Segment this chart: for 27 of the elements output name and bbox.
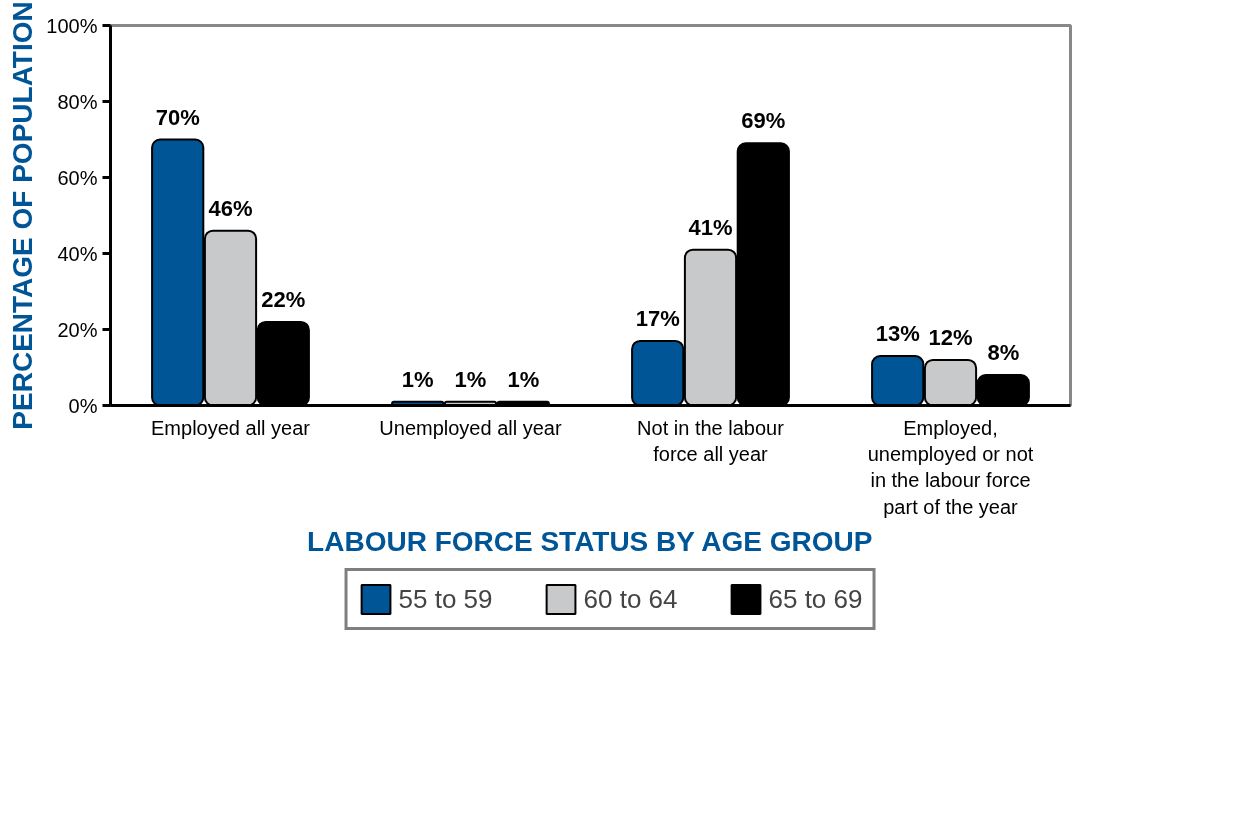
data-label: 17% — [635, 305, 680, 331]
y-tick-label: 0% — [68, 394, 98, 417]
data-label: 8% — [987, 340, 1020, 366]
legend-label: 55 to 59 — [398, 583, 493, 615]
data-label: 1% — [454, 366, 487, 392]
data-label: 1% — [507, 366, 540, 392]
data-label: 22% — [261, 286, 306, 312]
x-tick-label: Employed all year — [151, 416, 311, 439]
data-label: 69% — [741, 108, 786, 134]
y-tick-label: 100% — [46, 14, 98, 37]
data-label: 13% — [875, 321, 920, 347]
x-tick-label: Not in the labour force all year — [637, 416, 785, 465]
y-tick-label: 20% — [57, 318, 98, 341]
x-tick-label: Unemployed all year — [379, 416, 562, 439]
y-tick-label: 60% — [57, 166, 98, 189]
legend-label: 60 to 64 — [583, 583, 678, 615]
x-axis-title: LABOUR FORCE STATUS BY AGE GROUP — [307, 525, 873, 557]
data-label: 41% — [688, 214, 733, 240]
data-label: 1% — [401, 366, 434, 392]
data-label: 46% — [208, 195, 253, 221]
y-axis-title: PERCENTAGE OF POPULATION — [7, 1, 39, 430]
data-label: 70% — [155, 104, 200, 130]
y-tick-label: 40% — [57, 242, 98, 265]
x-tick-label: Employed, unemployed or not in the labour force part of the year — [867, 416, 1034, 518]
data-label: 12% — [928, 324, 973, 350]
legend-label: 65 to 69 — [768, 583, 863, 615]
y-tick-label: 80% — [57, 90, 98, 113]
